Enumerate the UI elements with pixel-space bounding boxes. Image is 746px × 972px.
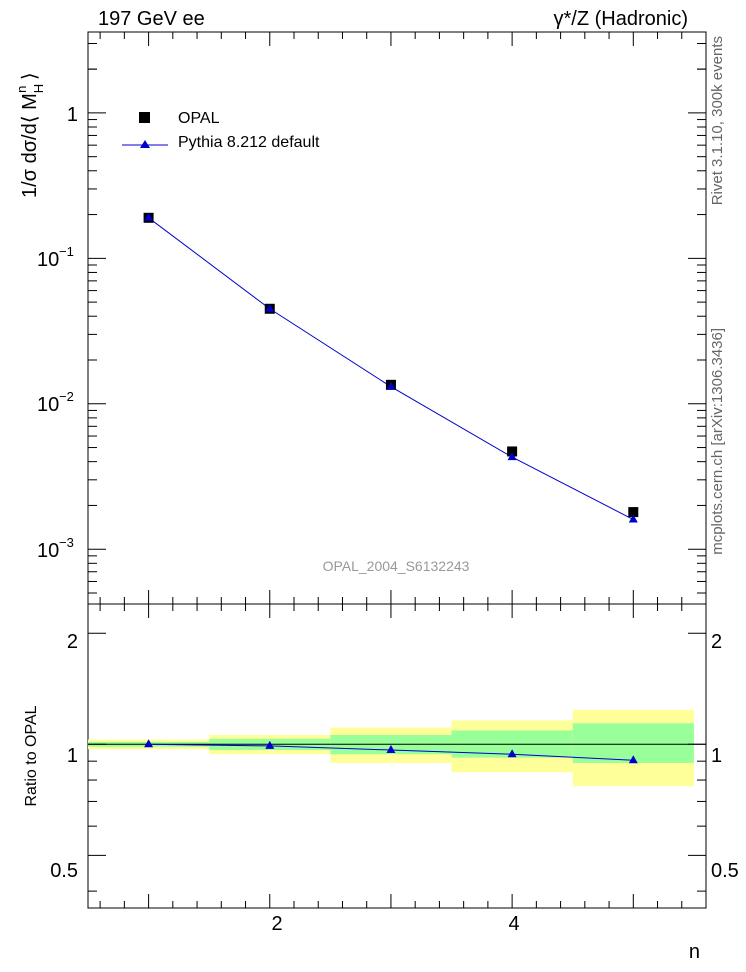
xtick-label-4: 4: [508, 913, 519, 935]
ytick-label-0.1: 10 −1: [37, 244, 74, 271]
analysis-watermark: OPAL_2004_S6132243: [323, 558, 470, 574]
xtick-label-2: 2: [271, 913, 282, 935]
ytick-0.1-exp: −1: [59, 244, 74, 259]
main-mc-line: [148, 217, 634, 520]
ratio-mc-point-1: [265, 740, 275, 749]
x-ticks: [99, 32, 683, 908]
side-label-bottom: mcplots.cern.ch [arXiv:1306.3436]: [709, 328, 726, 555]
side-label-top: Rivet 3.1.10, 300k events: [709, 36, 726, 205]
ytick-0.01-base: 10: [37, 394, 59, 416]
ytick-label-1: 1: [67, 104, 78, 126]
legend-opal-marker: [139, 112, 150, 123]
opal-point-4: [628, 507, 639, 518]
ratio-mc-point-0: [144, 739, 154, 748]
mc-point-2: [386, 381, 396, 390]
opal-point-3: [507, 446, 518, 457]
legend-pythia-label: Pythia 8.212 default: [178, 134, 320, 151]
ytick-0.001-exp: −3: [59, 535, 74, 550]
mc-point-4: [628, 514, 638, 523]
ytick-0.1-base: 10: [37, 249, 59, 271]
ytick-0.001-base: 10: [37, 540, 59, 562]
ratio-ticks: [88, 632, 706, 892]
ratio-mc-point-2: [386, 744, 396, 753]
x-axis-label: n: [689, 941, 700, 963]
ratio-ytick-1-left: 1: [67, 745, 78, 767]
main-y-axis-label-text: 1/σ dσ/d⟨ MHn ⟩: [14, 72, 46, 198]
main-y-axis-label: 1/σ dσ/d⟨ MHn ⟩: [14, 72, 46, 198]
legend: OPAL Pythia 8.212 default: [122, 110, 320, 151]
header-right: γ*/Z (Hadronic): [554, 8, 688, 30]
ytick-0.01-exp: −2: [59, 389, 74, 404]
ratio-ytick-2-left: 2: [67, 631, 78, 653]
main-data: [143, 212, 639, 523]
ratio-line-layer: [88, 739, 706, 764]
mc-point-3: [507, 452, 517, 461]
ratio-ytick-2-right: 2: [711, 631, 722, 653]
ratio-mc-point-3: [507, 749, 517, 758]
legend-opal-label: OPAL: [178, 110, 220, 127]
header-left: 197 GeV ee: [98, 8, 205, 30]
ratio-ytick-05-left: 0.5: [50, 860, 78, 882]
mc-point-0: [144, 212, 154, 221]
main-ticks: [88, 43, 706, 594]
legend-pythia-marker: [140, 140, 150, 148]
ratio-mc-point-4: [628, 755, 638, 764]
ratio-y-axis-label: Ratio to OPAL: [23, 705, 40, 806]
ytick-label-0.001: 10 −3: [37, 535, 74, 562]
ratio-ytick-1-right: 1: [711, 745, 722, 767]
mc-point-1: [265, 303, 275, 312]
ratio-panel-frame: [87, 603, 707, 909]
ytick-label-0.01: 10 −2: [37, 389, 74, 416]
ratio-ytick-05-right: 0.5: [711, 860, 739, 882]
